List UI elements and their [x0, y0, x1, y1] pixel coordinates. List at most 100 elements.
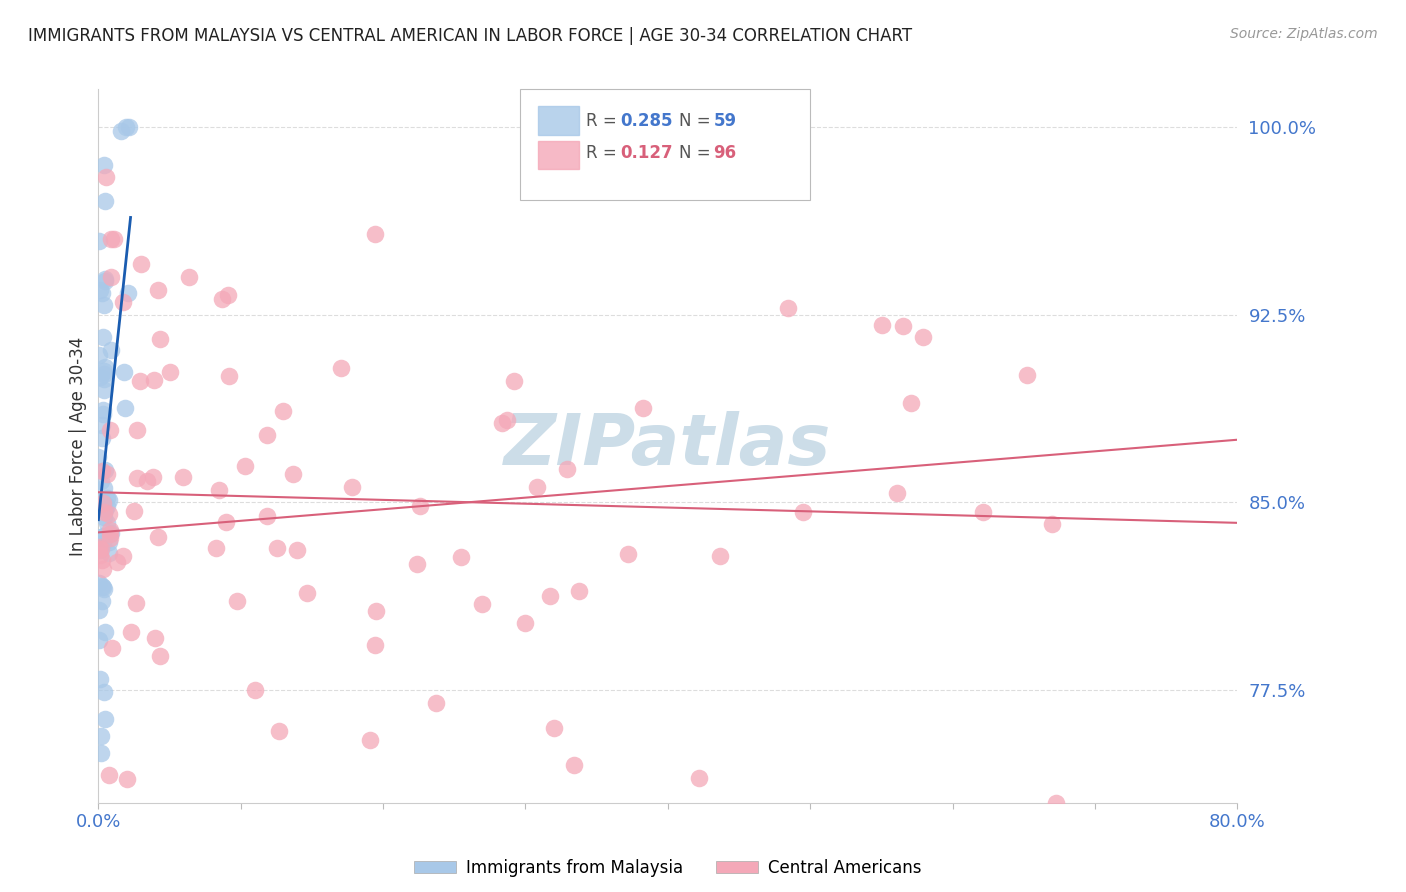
Point — [105, 555, 128, 569]
Text: R =: R = — [586, 145, 621, 162]
Point — [115, 120, 138, 134]
Point — [89, 283, 111, 297]
Point — [177, 270, 200, 285]
Point — [93, 685, 115, 699]
Point — [103, 232, 125, 246]
Point — [256, 428, 278, 442]
Point — [142, 470, 165, 484]
Point — [125, 596, 148, 610]
Point — [90, 474, 112, 488]
Point — [96, 491, 118, 506]
Legend: Immigrants from Malaysia, Central Americans: Immigrants from Malaysia, Central Americ… — [415, 858, 921, 877]
Point — [233, 459, 256, 474]
Point — [562, 758, 585, 772]
Text: ZIPatlas: ZIPatlas — [505, 411, 831, 481]
Point — [94, 360, 117, 375]
Point — [112, 365, 135, 379]
Point — [972, 505, 994, 519]
Point — [568, 584, 591, 599]
Point — [90, 530, 112, 544]
Point — [911, 330, 934, 344]
Point — [100, 526, 122, 541]
Point — [495, 413, 517, 427]
Y-axis label: In Labor Force | Age 30-34: In Labor Force | Age 30-34 — [69, 336, 87, 556]
Point — [89, 370, 111, 384]
Text: Source: ZipAtlas.com: Source: ZipAtlas.com — [1230, 27, 1378, 41]
Text: 0.127: 0.127 — [620, 145, 672, 162]
Point — [87, 540, 110, 554]
Point — [900, 395, 922, 409]
Point — [503, 374, 526, 388]
Point — [120, 625, 142, 640]
Point — [1017, 368, 1039, 382]
Point — [93, 562, 115, 576]
Point — [90, 552, 112, 566]
Point — [90, 729, 112, 743]
Point — [491, 416, 513, 430]
Point — [127, 423, 149, 437]
Point — [148, 333, 170, 347]
Point — [125, 471, 148, 485]
FancyBboxPatch shape — [538, 141, 579, 169]
Point — [124, 504, 146, 518]
Point — [93, 510, 115, 524]
Point — [89, 603, 111, 617]
Point — [93, 481, 115, 495]
Text: R =: R = — [586, 112, 621, 129]
Point — [364, 638, 387, 652]
FancyBboxPatch shape — [520, 89, 810, 200]
Point — [97, 546, 120, 560]
Point — [90, 431, 112, 445]
Point — [91, 581, 114, 595]
Point — [515, 616, 537, 631]
Point — [90, 746, 112, 760]
Point — [330, 361, 353, 376]
Point — [256, 509, 278, 524]
Point — [87, 348, 110, 362]
Point — [117, 286, 139, 301]
Point — [128, 374, 150, 388]
Point — [172, 469, 194, 483]
Point — [112, 295, 135, 310]
Point — [87, 541, 110, 556]
Point — [543, 721, 565, 735]
Point — [90, 542, 112, 557]
Point — [143, 631, 166, 645]
Point — [526, 480, 548, 494]
Point — [89, 542, 111, 557]
Point — [98, 531, 121, 545]
Point — [870, 318, 893, 332]
Point — [98, 493, 121, 508]
Point — [215, 516, 238, 530]
Point — [142, 373, 165, 387]
Point — [91, 580, 114, 594]
Point — [538, 589, 561, 603]
Point — [93, 364, 115, 378]
Point — [211, 293, 233, 307]
Point — [115, 772, 138, 786]
Text: 0.285: 0.285 — [620, 112, 672, 129]
Point — [617, 548, 640, 562]
Point — [792, 505, 814, 519]
Point — [89, 548, 111, 562]
Point — [112, 549, 135, 563]
Point — [94, 502, 117, 516]
Point — [406, 557, 429, 571]
Point — [93, 368, 115, 382]
Point — [96, 516, 118, 530]
Point — [118, 120, 141, 134]
Point — [1045, 796, 1067, 810]
Point — [100, 232, 122, 246]
Point — [891, 319, 914, 334]
FancyBboxPatch shape — [538, 106, 579, 135]
Point — [110, 124, 132, 138]
Point — [129, 257, 152, 271]
Point — [100, 270, 122, 285]
Point — [149, 648, 172, 663]
Point — [281, 467, 304, 481]
Point — [93, 372, 115, 386]
Text: 59: 59 — [713, 112, 737, 129]
Point — [340, 480, 363, 494]
Point — [266, 541, 288, 555]
Point — [98, 524, 121, 538]
